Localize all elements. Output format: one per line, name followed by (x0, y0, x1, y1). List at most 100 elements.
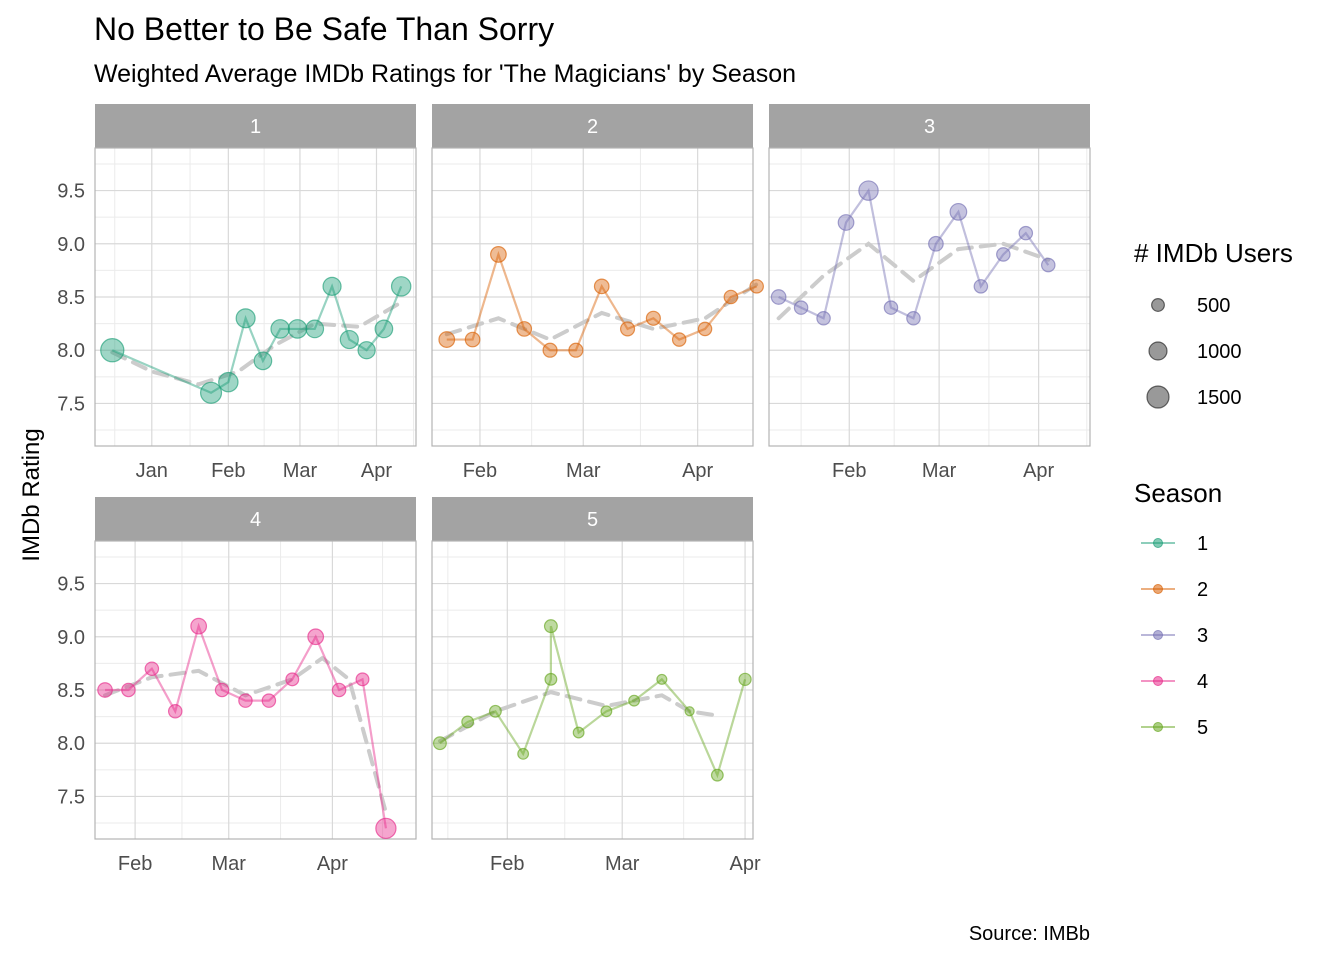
data-point (121, 682, 136, 698)
x-tick-label: Apr (317, 853, 348, 875)
data-point (1018, 225, 1034, 241)
trend-line (776, 241, 1051, 321)
facet-strip (769, 104, 1090, 148)
x-tick-label: Mar (922, 460, 957, 482)
size-legend-keys: 500 1000 1500 (1146, 295, 1242, 409)
x-tick-label: Jan (136, 460, 168, 482)
x-tick-label: Feb (490, 853, 524, 875)
facet-strip (432, 497, 753, 541)
data-point (542, 342, 558, 358)
data-point (543, 619, 558, 634)
panel-border (431, 540, 754, 840)
x-tick-label: Feb (211, 460, 245, 482)
data-point (516, 321, 533, 337)
facet-panel-5: 5 Feb Mar Apr (431, 497, 761, 875)
size-legend-key (1148, 341, 1168, 361)
panel-border (768, 147, 1091, 447)
x-tick-label: Apr (1023, 460, 1054, 482)
data-point (770, 289, 787, 305)
data-point (322, 276, 342, 296)
series-line-season-4 (105, 622, 387, 829)
data-point (270, 319, 291, 339)
data-point (749, 279, 764, 294)
panel-border (94, 147, 417, 447)
data-point (619, 321, 636, 337)
data-point (858, 180, 879, 201)
panel-border (431, 147, 754, 447)
data-point (214, 682, 230, 698)
data-point (572, 726, 585, 739)
data-point (339, 329, 359, 350)
data-point (357, 341, 376, 360)
data-point (461, 715, 475, 729)
y-axis-title: IMDb Rating (18, 428, 45, 561)
data-point (1040, 257, 1056, 273)
color-legend-label: 2 (1197, 579, 1208, 601)
facet-panel-2: 2 Feb Mar Apr (431, 104, 764, 482)
y-tick-label: 8.0 (57, 340, 85, 362)
data-point (490, 246, 507, 263)
data-point (464, 331, 481, 348)
color-legend-label: 1 (1197, 533, 1208, 555)
data-point (432, 736, 447, 751)
color-legend-key (1153, 630, 1163, 640)
y-tick-label: 9.5 (57, 181, 85, 203)
size-legend-label: 500 (1197, 295, 1230, 317)
data-point (167, 704, 183, 719)
data-point (261, 693, 277, 708)
color-legend-key (1153, 538, 1163, 548)
color-legend-key (1153, 584, 1163, 594)
trend-line (103, 655, 388, 815)
data-point (738, 672, 752, 686)
x-tick-label: Mar (283, 460, 318, 482)
facet-strip-label: 2 (587, 116, 598, 138)
trend-line (444, 282, 759, 342)
facet-panel-3: 3 Feb Mar Apr (768, 104, 1091, 482)
x-tick-label: Mar (212, 853, 247, 875)
y-tick-label: 9.5 (57, 574, 85, 596)
facet-panels: 1 7.5 8.0 8.5 9.0 9.5 Jan Feb Mar Apr 2 Feb Mar Apr 3 F… (57, 104, 1091, 875)
y-tick-label: 9.0 (57, 234, 85, 256)
color-legend-label: 3 (1197, 625, 1208, 647)
data-point (100, 338, 125, 363)
data-point (568, 342, 584, 358)
data-point (883, 300, 899, 315)
data-point (928, 235, 944, 252)
data-point (331, 682, 347, 698)
facet-strip-label: 3 (924, 116, 935, 138)
data-point (645, 310, 661, 326)
color-legend-key (1153, 722, 1163, 732)
x-tick-label: Apr (682, 460, 713, 482)
y-tick-label: 8.5 (57, 287, 85, 309)
data-point (375, 817, 397, 840)
data-point (600, 705, 613, 718)
facet-strip (95, 497, 416, 541)
color-legend-keys: 1 2 3 4 5 (1141, 533, 1208, 739)
facet-panel-1: 1 7.5 8.0 8.5 9.0 9.5 Jan Feb Mar Apr (57, 104, 417, 482)
data-point (488, 704, 502, 718)
color-legend-key (1153, 676, 1163, 686)
data-point (996, 247, 1011, 262)
facet-strip-label: 5 (587, 509, 598, 531)
data-point (973, 279, 989, 294)
size-legend-key (1146, 385, 1170, 409)
series-line-season-2 (446, 250, 758, 352)
x-tick-label: Mar (605, 853, 640, 875)
facet-strip-label: 1 (250, 116, 261, 138)
series-line-season-1 (111, 283, 403, 395)
y-tick-label: 8.0 (57, 733, 85, 755)
x-tick-label: Mar (566, 460, 601, 482)
data-point (710, 768, 724, 782)
y-tick-label: 7.5 (57, 786, 85, 808)
trend-line (110, 300, 404, 387)
data-point (285, 672, 300, 687)
data-point (697, 321, 713, 337)
series-line-season-3 (778, 187, 1050, 320)
data-point (374, 319, 394, 339)
data-point (593, 278, 610, 295)
size-legend-key (1151, 298, 1165, 312)
data-point (287, 319, 308, 339)
color-legend-label: 5 (1197, 717, 1208, 739)
data-point (438, 331, 456, 348)
